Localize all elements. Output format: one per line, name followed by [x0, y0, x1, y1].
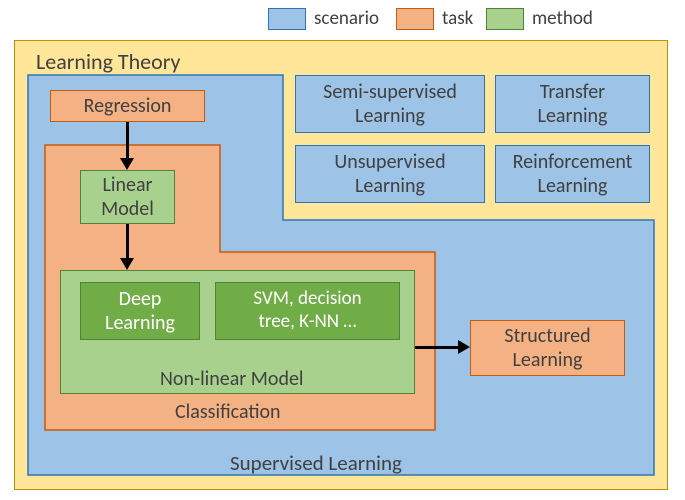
semi-supervised-box: Semi-supervised Learning [295, 75, 485, 133]
transfer-learning-box: Transfer Learning [495, 75, 650, 133]
classification-label: Classification [175, 400, 281, 424]
structured-learning-box: Structured Learning [470, 320, 625, 376]
arrow-linear-to-nonlinear [126, 224, 129, 260]
regression-box: Regression [50, 90, 205, 122]
arrow-linear-to-nonlinear-head [120, 258, 134, 270]
legend-scenario-swatch [268, 8, 306, 30]
reinforcement-box: Reinforcement Learning [495, 145, 650, 203]
arrow-class-to-structured [415, 346, 460, 349]
legend-scenario-label: scenario [314, 7, 379, 30]
supervised-learning-label: Supervised Learning [230, 450, 402, 476]
arrow-regression-to-linear [126, 122, 129, 160]
arrow-regression-to-linear-head [120, 158, 134, 170]
nonlinear-model-label: Non-linear Model [160, 367, 304, 391]
svm-etc-box: SVM, decision tree, K-NN … [215, 282, 400, 340]
legend-task-label: task [442, 7, 473, 30]
legend-task-swatch [396, 8, 434, 30]
legend-method-label: method [532, 7, 593, 30]
learning-theory-label: Learning Theory [36, 48, 180, 75]
legend-method-swatch [486, 8, 524, 30]
unsupervised-box: Unsupervised Learning [295, 145, 485, 203]
deep-learning-box: Deep Learning [80, 282, 200, 340]
arrow-class-to-structured-head [458, 340, 470, 354]
linear-model-box: Linear Model [80, 170, 175, 224]
